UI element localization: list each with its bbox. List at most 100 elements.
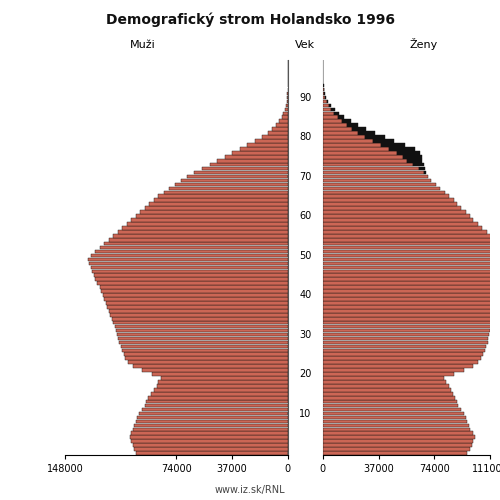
Bar: [323, 124, 347, 127]
Bar: [104, 242, 288, 246]
Bar: [158, 194, 288, 198]
Bar: [424, 171, 426, 174]
Bar: [326, 100, 328, 103]
Bar: [323, 258, 500, 262]
Bar: [323, 262, 500, 265]
Bar: [323, 178, 432, 182]
Bar: [112, 317, 288, 320]
Bar: [125, 356, 288, 360]
Bar: [98, 282, 288, 285]
Bar: [323, 143, 381, 146]
Bar: [389, 147, 414, 150]
Bar: [323, 313, 496, 316]
Bar: [210, 163, 288, 166]
Bar: [323, 135, 365, 139]
Bar: [119, 340, 288, 344]
Bar: [323, 396, 456, 400]
Bar: [110, 313, 288, 316]
Bar: [323, 274, 500, 277]
Bar: [284, 108, 288, 111]
Bar: [240, 147, 288, 150]
Bar: [323, 278, 500, 281]
Bar: [323, 100, 326, 103]
Text: 60: 60: [299, 211, 312, 221]
Bar: [142, 368, 288, 372]
Text: Vek: Vek: [296, 40, 316, 50]
Text: 20: 20: [299, 369, 312, 379]
Bar: [323, 368, 464, 372]
Bar: [142, 408, 288, 412]
Bar: [323, 190, 445, 194]
Text: Ženy: Ženy: [409, 38, 438, 50]
Bar: [175, 182, 288, 186]
Bar: [323, 317, 494, 320]
Bar: [323, 88, 324, 92]
Bar: [232, 151, 288, 154]
Text: 10: 10: [299, 408, 312, 418]
Bar: [323, 246, 500, 250]
Bar: [117, 332, 288, 336]
Bar: [107, 305, 288, 308]
Bar: [164, 190, 288, 194]
Bar: [95, 278, 288, 281]
Bar: [323, 420, 468, 423]
Bar: [136, 214, 288, 218]
Bar: [323, 412, 464, 416]
Bar: [181, 178, 288, 182]
Bar: [323, 214, 470, 218]
Bar: [162, 376, 288, 380]
Bar: [323, 182, 436, 186]
Bar: [247, 143, 288, 146]
Bar: [323, 424, 469, 427]
Bar: [323, 132, 358, 135]
Bar: [286, 104, 288, 107]
Bar: [323, 266, 500, 269]
Bar: [323, 428, 470, 431]
Bar: [323, 344, 486, 348]
Bar: [323, 250, 500, 254]
Bar: [324, 92, 325, 96]
Bar: [122, 348, 288, 352]
Bar: [100, 246, 288, 250]
Bar: [90, 266, 288, 269]
Bar: [323, 218, 474, 222]
Bar: [202, 167, 288, 170]
Bar: [323, 329, 490, 332]
Bar: [133, 428, 288, 431]
Bar: [323, 356, 481, 360]
Bar: [407, 159, 422, 162]
Bar: [154, 198, 288, 202]
Bar: [134, 448, 288, 451]
Bar: [133, 364, 288, 368]
Bar: [169, 186, 288, 190]
Bar: [323, 108, 331, 111]
Bar: [140, 210, 288, 214]
Bar: [217, 159, 288, 162]
Bar: [323, 242, 500, 246]
Bar: [88, 258, 288, 262]
Bar: [154, 388, 288, 392]
Bar: [323, 408, 462, 412]
Bar: [323, 392, 453, 396]
Bar: [139, 412, 288, 416]
Bar: [122, 226, 288, 230]
Bar: [138, 416, 288, 420]
Bar: [276, 124, 288, 127]
Bar: [323, 436, 475, 439]
Bar: [113, 321, 288, 324]
Bar: [152, 372, 288, 376]
Bar: [323, 92, 324, 96]
Bar: [254, 139, 288, 143]
Bar: [323, 340, 488, 344]
Bar: [136, 451, 288, 455]
Bar: [108, 238, 288, 242]
Text: 40: 40: [299, 290, 312, 300]
Bar: [323, 380, 446, 384]
Bar: [148, 396, 288, 400]
Bar: [132, 440, 288, 443]
Bar: [126, 222, 288, 226]
Bar: [342, 120, 351, 123]
Bar: [134, 424, 288, 427]
Bar: [323, 234, 492, 237]
Bar: [323, 376, 444, 380]
